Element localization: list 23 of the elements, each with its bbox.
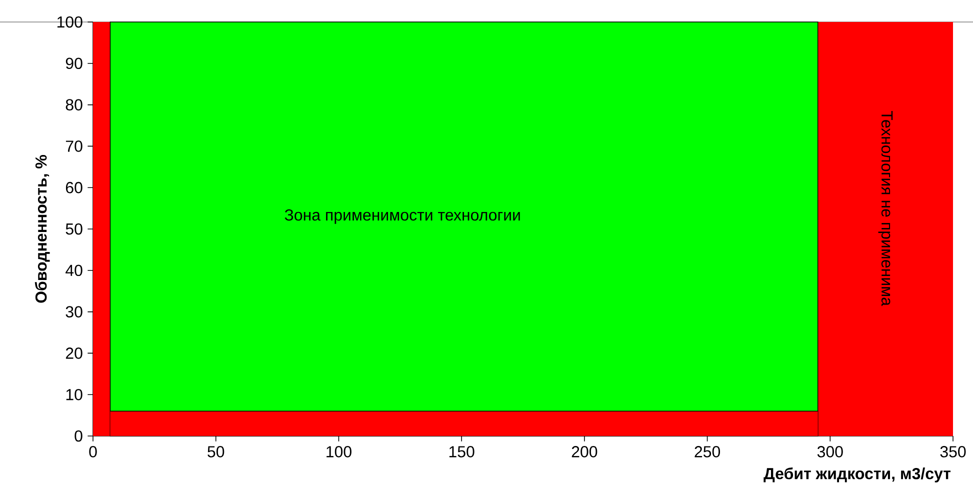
- x-tick-label: 0: [89, 446, 97, 458]
- y-tick-label: 30: [66, 306, 82, 318]
- x-tick-label: 250: [694, 446, 720, 458]
- x-tick-label: 150: [449, 446, 474, 458]
- x-tick-label: 350: [940, 446, 966, 458]
- annotation: Технология не применима: [878, 110, 893, 306]
- annotation: Зона применимости технологии: [284, 209, 520, 224]
- y-tick-label: 60: [66, 182, 82, 194]
- y-tick-label: 90: [66, 58, 82, 70]
- y-tick-label: 50: [66, 223, 82, 235]
- y-tick-label: 0: [74, 430, 82, 442]
- y-axis-title: Обводненность, %: [34, 154, 50, 303]
- y-tick-label: 80: [66, 99, 82, 110]
- y-tick-label: 10: [66, 388, 82, 400]
- x-tick-label: 300: [817, 446, 843, 458]
- x-tick-label: 200: [572, 446, 598, 458]
- y-tick-label: 100: [57, 16, 82, 28]
- y-tick-label: 40: [66, 264, 82, 276]
- x-axis-title: Дебит жидкости, м3/сут: [764, 467, 951, 482]
- y-tick-label: 70: [66, 140, 82, 152]
- y-tick-label: 20: [66, 348, 82, 359]
- x-tick-label: 50: [208, 446, 224, 458]
- x-tick-label: 100: [326, 446, 352, 458]
